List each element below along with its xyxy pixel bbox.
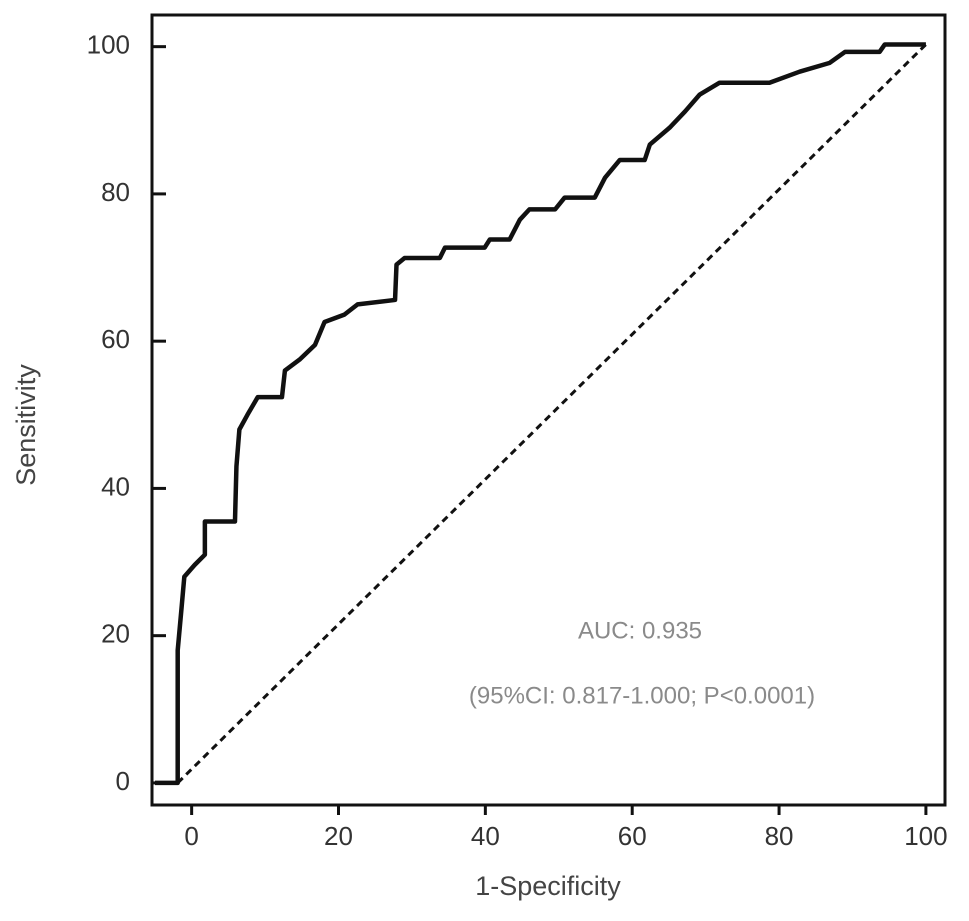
annotation: (95%CI: 0.817-1.000; P<0.0001) xyxy=(469,682,815,709)
roc-curve xyxy=(154,42,926,786)
y-tick-label: 40 xyxy=(101,471,130,501)
x-tick-label: 60 xyxy=(618,821,647,851)
y-tick-label: 60 xyxy=(101,324,130,354)
y-tick-label: 20 xyxy=(101,619,130,649)
x-tick-label: 40 xyxy=(471,821,500,851)
x-tick-label: 0 xyxy=(184,821,198,851)
reference-line xyxy=(176,43,927,784)
plot-frame xyxy=(150,13,947,807)
x-tick-label: 20 xyxy=(324,821,353,851)
y-tick-label: 100 xyxy=(87,30,130,60)
annotation: AUC: 0.935 xyxy=(578,617,702,644)
y-axis-label: Sensitivity xyxy=(11,364,41,486)
x-tick-label: 100 xyxy=(904,821,947,851)
x-tick-label: 80 xyxy=(765,821,794,851)
x-axis-label: 1-Specificity xyxy=(475,871,621,901)
y-tick-label: 0 xyxy=(116,766,130,796)
y-tick-label: 80 xyxy=(101,177,130,207)
